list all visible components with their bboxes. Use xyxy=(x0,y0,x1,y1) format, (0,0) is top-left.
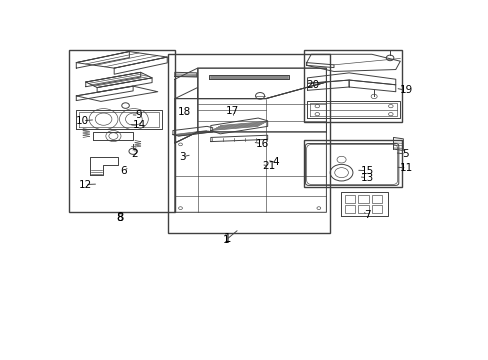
Text: 11: 11 xyxy=(399,163,412,173)
Text: 21: 21 xyxy=(261,161,274,171)
Bar xyxy=(371,205,382,213)
Text: 20: 20 xyxy=(306,80,319,90)
Text: 19: 19 xyxy=(399,85,412,95)
Text: 15: 15 xyxy=(360,166,373,176)
Text: 2: 2 xyxy=(131,149,138,159)
Text: 1: 1 xyxy=(222,235,229,245)
Text: 1: 1 xyxy=(224,232,231,245)
Text: 10: 10 xyxy=(76,116,89,126)
Text: 3: 3 xyxy=(179,152,185,162)
Text: 14: 14 xyxy=(133,120,146,130)
Bar xyxy=(344,195,354,203)
Bar xyxy=(358,195,368,203)
Bar xyxy=(303,50,401,122)
Text: 18: 18 xyxy=(177,108,190,117)
Text: 5: 5 xyxy=(402,149,408,159)
Bar xyxy=(68,50,175,212)
Bar xyxy=(371,195,382,203)
Bar xyxy=(344,205,354,213)
Bar xyxy=(358,205,368,213)
Text: 7: 7 xyxy=(363,210,370,220)
Bar xyxy=(303,140,401,187)
Text: 6: 6 xyxy=(120,166,127,176)
Text: 8: 8 xyxy=(116,211,123,224)
Text: 17: 17 xyxy=(226,106,239,116)
Text: 16: 16 xyxy=(255,139,268,149)
Bar xyxy=(168,54,329,233)
Text: 13: 13 xyxy=(360,173,373,183)
Text: 4: 4 xyxy=(272,157,279,167)
Text: 9: 9 xyxy=(135,110,142,120)
Text: 12: 12 xyxy=(78,180,91,190)
Text: 8: 8 xyxy=(116,213,123,223)
